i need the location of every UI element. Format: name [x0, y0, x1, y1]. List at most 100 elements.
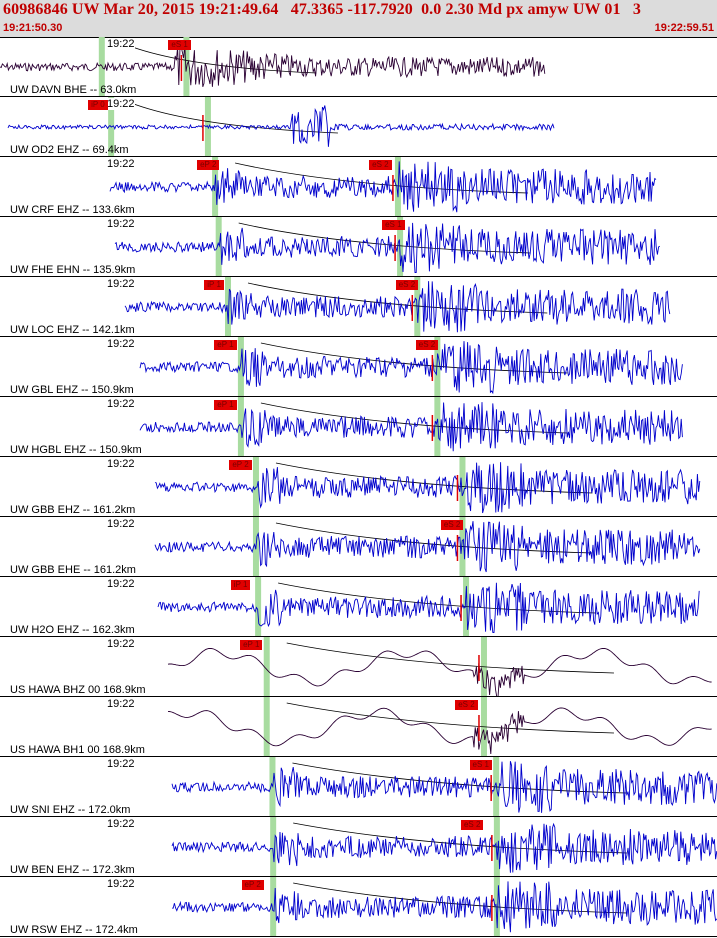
- seismogram-panel[interactable]: 19:22 US HAWA BHZ 00 168.9km eP 1: [0, 637, 717, 697]
- event-title: 60986846 UW Mar 20, 2015 19:21:49.64 47.…: [3, 1, 642, 18]
- p-arrival-marker: [270, 817, 277, 876]
- seismogram-panel[interactable]: 19:22 UW CRF EHZ -- 133.6km eP 2 eS 2: [0, 157, 717, 217]
- waveform-trace: [114, 222, 661, 273]
- station-label: UW OD2 EHZ -- 69.4km: [10, 144, 129, 156]
- station-label: UW CRF EHZ -- 133.6km: [10, 204, 135, 216]
- pick-flag[interactable]: eS 2: [455, 700, 478, 710]
- p-arrival-marker: [263, 697, 270, 756]
- pick-flag[interactable]: eS 2: [369, 160, 392, 170]
- waveform-trace: [167, 647, 712, 696]
- station-label: UW DAVN BHE -- 63.0km: [10, 84, 137, 96]
- pick-flag[interactable]: iP 1: [230, 580, 251, 590]
- seismogram-panel[interactable]: 19:22 UW BEN EHZ -- 172.3km eS 2: [0, 817, 717, 877]
- station-label: UW RSW EHZ -- 172.4km: [10, 924, 138, 936]
- pick-flag[interactable]: eS 2: [395, 280, 419, 290]
- s-arrival-marker: [434, 397, 441, 456]
- time-label: 19:22: [107, 518, 135, 530]
- waveform-svg: [171, 757, 717, 816]
- pick-flag[interactable]: eS 2: [415, 340, 439, 350]
- end-time: 19:22:59.51: [654, 22, 714, 34]
- waveform-svg: [0, 37, 546, 96]
- header-bar: 60986846 UW Mar 20, 2015 19:21:49.64 47.…: [0, 0, 717, 38]
- waveform-svg: [124, 277, 671, 336]
- travel-time-curve: [238, 222, 531, 254]
- pick-flag[interactable]: eS 2: [460, 820, 484, 830]
- time-label: 19:22: [107, 758, 135, 770]
- time-label: 19:22: [107, 878, 135, 890]
- p-arrival-marker: [270, 877, 277, 936]
- waveform-svg: [167, 637, 712, 696]
- seismogram-panel[interactable]: 19:22 UW GBB EHE -- 161.2km eS 2: [0, 517, 717, 577]
- station-label: UW FHE EHN -- 135.9km: [10, 264, 136, 276]
- pick-flag[interactable]: eP 2: [197, 160, 220, 170]
- travel-time-curve: [286, 702, 614, 734]
- waveform-trace: [171, 822, 717, 873]
- time-label: 19:22: [107, 158, 135, 170]
- waveform-svg: [109, 157, 657, 216]
- seismogram-panel[interactable]: 19:22 UW FHE EHN -- 135.9km eS 1: [0, 217, 717, 277]
- time-label: 19:22: [107, 338, 135, 350]
- p-arrival-marker: [255, 577, 262, 636]
- pick-flag[interactable]: eS 1: [168, 40, 191, 50]
- pick-flag[interactable]: eP 1: [214, 400, 237, 410]
- seismogram-panel[interactable]: 19:22 UW HGBL EHZ -- 150.9km eP 1: [0, 397, 717, 457]
- time-label: 19:22: [107, 38, 135, 50]
- travel-time-curve: [278, 582, 597, 614]
- pick-flag[interactable]: eP 2: [229, 460, 252, 470]
- station-label: UW HGBL EHZ -- 150.9km: [10, 444, 142, 456]
- station-label: US HAWA BH1 00 168.9km: [10, 744, 145, 756]
- pick-flag[interactable]: iP 1: [204, 280, 224, 290]
- p-arrival-marker: [263, 637, 270, 696]
- waveform-trace: [109, 161, 657, 213]
- waveform-trace: [157, 582, 700, 633]
- time-label: 19:22: [107, 578, 135, 590]
- seismogram-panel[interactable]: 19:22 UW LOC EHZ -- 142.1km iP 1 eS 2: [0, 277, 717, 337]
- seismogram-panel[interactable]: 19:22 UW H2O EHZ -- 162.3km iP 1: [0, 577, 717, 637]
- time-label: 19:22: [107, 278, 135, 290]
- time-label: 19:22: [107, 398, 135, 410]
- travel-time-curve: [260, 402, 568, 434]
- travel-time-curve: [130, 102, 338, 134]
- seismogram-panel[interactable]: 19:22 UW DAVN BHE -- 63.0km eS 1: [0, 37, 717, 97]
- start-time: 19:21:50.30: [3, 22, 63, 34]
- station-label: UW H2O EHZ -- 162.3km: [10, 624, 135, 636]
- waveform-svg: [139, 397, 683, 456]
- p-arrival-marker: [225, 277, 232, 336]
- pick-flag[interactable]: eS 2: [440, 520, 464, 530]
- p-arrival-marker: [215, 217, 222, 276]
- waveform-svg: [139, 337, 683, 396]
- time-label: 19:22: [107, 98, 135, 110]
- seismogram-panel[interactable]: 19:22 UW RSW EHZ -- 172.4km eP 2: [0, 877, 717, 937]
- waveform-svg: [7, 97, 555, 156]
- seismogram-panels[interactable]: 19:22 UW DAVN BHE -- 63.0km eS 1 19:22 UW OD…: [0, 37, 717, 938]
- seismogram-panel[interactable]: 19:22 UW OD2 EHZ -- 69.4km iP 0: [0, 97, 717, 157]
- waveform-trace: [139, 341, 683, 395]
- seismogram-panel[interactable]: 19:22 US HAWA BH1 00 168.9km eS 2: [0, 697, 717, 757]
- pick-flag[interactable]: eS 1: [469, 760, 493, 770]
- travel-time-curve: [275, 462, 593, 494]
- station-label: UW SNI EHZ -- 172.0km: [10, 804, 131, 816]
- p-arrival-marker: [237, 337, 244, 396]
- waveform-trace: [171, 761, 717, 813]
- seismogram-panel[interactable]: 19:22 UW SNI EHZ -- 172.0km eS 1: [0, 757, 717, 817]
- p-arrival-marker: [252, 457, 259, 516]
- waveform-trace: [154, 462, 701, 514]
- pick-flag[interactable]: iP 0: [88, 100, 108, 110]
- station-label: US HAWA BHZ 00 168.9km: [10, 684, 146, 696]
- travel-time-curve: [260, 342, 568, 374]
- seismogram-panel[interactable]: 19:22 UW GBB EHZ -- 161.2km eP 2: [0, 457, 717, 517]
- pick-flag[interactable]: eP 1: [240, 640, 263, 650]
- time-label: 19:22: [107, 698, 135, 710]
- waveform-trace: [154, 521, 701, 573]
- time-label: 19:22: [107, 458, 135, 470]
- waveform-svg: [114, 217, 661, 276]
- pick-flag[interactable]: eS 1: [382, 220, 405, 230]
- seismogram-panel[interactable]: 19:22 UW GBL EHZ -- 150.9km eP 1 eS 2: [0, 337, 717, 397]
- pick-flag[interactable]: eP 1: [214, 340, 237, 350]
- travel-time-curve: [121, 42, 317, 74]
- time-label: 19:22: [107, 638, 135, 650]
- pick-flag[interactable]: eP 2: [241, 880, 264, 890]
- time-label: 19:22: [107, 218, 135, 230]
- station-label: UW BEN EHZ -- 172.3km: [10, 864, 135, 876]
- s-arrival-marker: [493, 817, 500, 876]
